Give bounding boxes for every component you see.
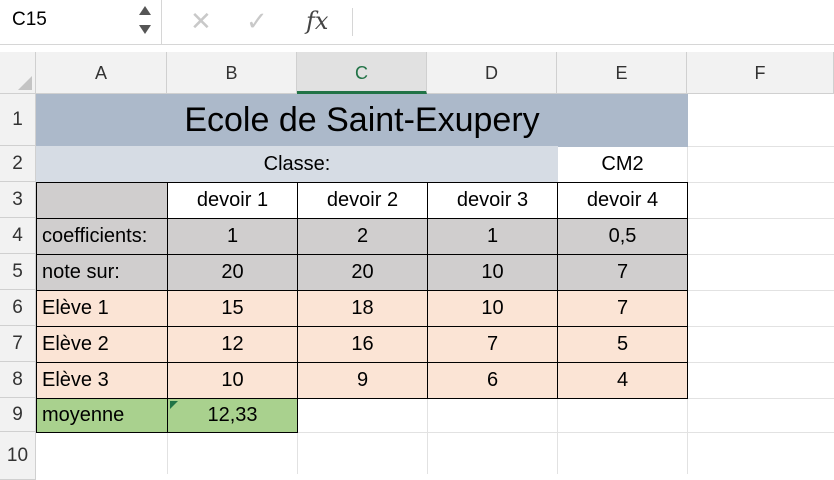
- select-all-icon: [18, 76, 32, 90]
- coefficient-cell[interactable]: 0,5: [557, 218, 688, 255]
- row-header-5[interactable]: 5: [0, 254, 36, 290]
- grade-cell[interactable]: 10: [427, 290, 558, 327]
- grade-cell[interactable]: 7: [427, 326, 558, 363]
- row-header-9[interactable]: 9: [0, 398, 36, 432]
- row-header-1[interactable]: 1: [0, 94, 36, 146]
- column-header-b[interactable]: B: [167, 52, 297, 94]
- grade-cell[interactable]: 12: [167, 326, 298, 363]
- classe-value-cell[interactable]: CM2: [601, 153, 644, 175]
- note-sur-cell[interactable]: 20: [167, 254, 298, 291]
- formula-input[interactable]: [356, 0, 834, 44]
- note-sur-cell[interactable]: 20: [297, 254, 428, 291]
- formula-separator: [352, 8, 353, 36]
- grade-cell[interactable]: 5: [557, 326, 688, 363]
- chevron-up-icon[interactable]: [139, 6, 151, 15]
- name-box[interactable]: C15: [0, 0, 162, 44]
- row-header-8[interactable]: 8: [0, 362, 36, 398]
- grade-cell[interactable]: 10: [167, 362, 298, 399]
- devoir-header-cell[interactable]: devoir 1: [167, 182, 298, 219]
- devoir-header-cell[interactable]: devoir 3: [427, 182, 558, 219]
- coefficient-cell[interactable]: 2: [297, 218, 428, 255]
- select-all-button[interactable]: [0, 52, 36, 94]
- grade-cell[interactable]: 7: [557, 290, 688, 327]
- row-header-4[interactable]: 4: [0, 218, 36, 254]
- column-header-c[interactable]: C: [297, 52, 427, 94]
- note-sur-cell[interactable]: 7: [557, 254, 688, 291]
- header-blank-cell[interactable]: [36, 182, 168, 219]
- grade-cell[interactable]: 6: [427, 362, 558, 399]
- student-name-cell[interactable]: Elève 2: [36, 326, 168, 363]
- title-cell[interactable]: Ecole de Saint-Exupery: [36, 94, 688, 147]
- grade-cell[interactable]: 9: [297, 362, 428, 399]
- coefficients-label-cell[interactable]: coefficients:: [36, 218, 168, 255]
- column-header-f[interactable]: F: [687, 52, 834, 94]
- insert-function-icon[interactable]: fx: [306, 7, 329, 35]
- grade-cell[interactable]: 16: [297, 326, 428, 363]
- column-header-e[interactable]: E: [557, 52, 687, 94]
- devoir-header-cell[interactable]: devoir 2: [297, 182, 428, 219]
- row-header-6[interactable]: 6: [0, 290, 36, 326]
- grade-cell[interactable]: 4: [557, 362, 688, 399]
- row-header-7[interactable]: 7: [0, 326, 36, 362]
- formula-bar: C15 ✕ ✓ fx: [0, 0, 834, 45]
- row-header-3[interactable]: 3: [0, 182, 36, 218]
- student-name-cell[interactable]: Elève 1: [36, 290, 168, 327]
- row-header-2[interactable]: 2: [0, 146, 36, 182]
- grade-cell[interactable]: 15: [167, 290, 298, 327]
- coefficient-cell[interactable]: 1: [427, 218, 558, 255]
- cancel-icon[interactable]: ✕: [190, 6, 212, 36]
- row-header-10[interactable]: 10: [0, 432, 36, 480]
- chevron-down-icon[interactable]: [139, 25, 151, 34]
- name-box-stepper[interactable]: [136, 3, 154, 41]
- name-box-value[interactable]: C15: [12, 9, 47, 30]
- error-indicator-icon: [170, 401, 178, 409]
- note-sur-cell[interactable]: 10: [427, 254, 558, 291]
- grade-cell[interactable]: 18: [297, 290, 428, 327]
- check-icon[interactable]: ✓: [246, 6, 268, 36]
- note-sur-label-cell[interactable]: note sur:: [36, 254, 168, 291]
- student-name-cell[interactable]: Elève 3: [36, 362, 168, 399]
- column-header-a[interactable]: A: [36, 52, 167, 94]
- column-header-d[interactable]: D: [427, 52, 557, 94]
- devoir-header-cell[interactable]: devoir 4: [557, 182, 688, 219]
- classe-label-cell[interactable]: Classe:: [36, 146, 558, 183]
- coefficient-cell[interactable]: 1: [167, 218, 298, 255]
